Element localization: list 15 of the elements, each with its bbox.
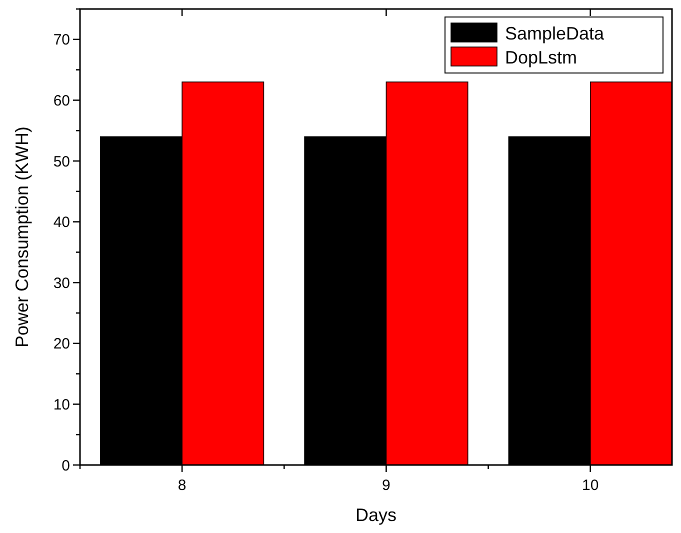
legend-label: DopLstm [505,47,578,68]
x-tick-label: 8 [178,477,186,494]
legend-label: SampleData [505,23,606,44]
x-axis-title: Days [355,505,397,525]
y-tick-label: 50 [53,153,70,170]
y-tick-label: 30 [53,274,70,292]
y-tick-label: 10 [53,396,70,414]
y-tick-label: 0 [62,457,70,474]
x-tick-label: 9 [382,477,390,494]
y-tick-label: 70 [53,32,70,49]
y-tick-label: 40 [53,214,70,232]
y-tick-label: 60 [53,92,70,110]
x-tick-label: 10 [582,477,599,494]
y-tick-label: 20 [53,336,70,353]
y-axis-title: Power Consumption (KWH) [12,126,32,348]
